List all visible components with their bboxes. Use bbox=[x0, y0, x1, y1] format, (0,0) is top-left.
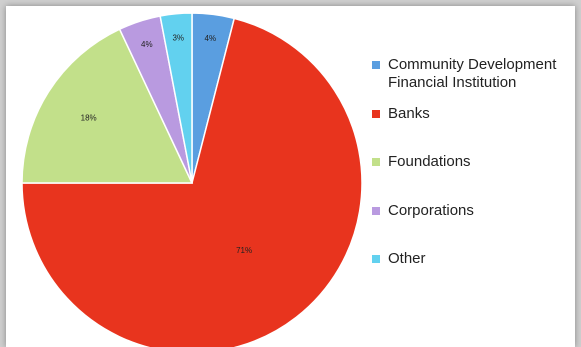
legend-swatch-other bbox=[372, 255, 380, 263]
legend-item-banks: Banks bbox=[372, 105, 575, 123]
legend-swatch-cdfi bbox=[372, 61, 380, 69]
legend-label-banks: Banks bbox=[388, 105, 430, 122]
legend-swatch-banks bbox=[372, 110, 380, 118]
legend-swatch-corporations bbox=[372, 207, 380, 215]
legend-swatch-foundations bbox=[372, 158, 380, 166]
chart-card: 4% 71% 18% 4% 3% Community Development Finan… bbox=[6, 6, 575, 347]
pie-slice-foundations bbox=[21, 28, 194, 184]
pie-slice-banks bbox=[21, 17, 363, 347]
slice-label-foundations: 18% bbox=[81, 113, 97, 122]
slice-label-banks: 71% bbox=[236, 246, 252, 255]
legend-label-corporations: Corporations bbox=[388, 202, 474, 219]
legend-label-foundations: Foundations bbox=[388, 153, 471, 170]
slice-label-cdfi: 4% bbox=[205, 34, 217, 43]
legend-label-cdfi: Community Development Financial Institut… bbox=[388, 56, 557, 91]
legend-label-other: Other bbox=[388, 250, 426, 267]
slice-label-other: 3% bbox=[172, 33, 184, 42]
legend-item-corporations: Corporations bbox=[372, 202, 575, 220]
pie-chart: 4% 71% 18% 4% 3% bbox=[21, 12, 363, 347]
pie-slice-other bbox=[159, 12, 193, 184]
legend-item-cdfi: Community Development Financial Institut… bbox=[372, 56, 575, 92]
legend-item-other: Other bbox=[372, 250, 575, 268]
slice-label-corporations: 4% bbox=[141, 40, 153, 49]
legend-item-foundations: Foundations bbox=[372, 153, 575, 171]
